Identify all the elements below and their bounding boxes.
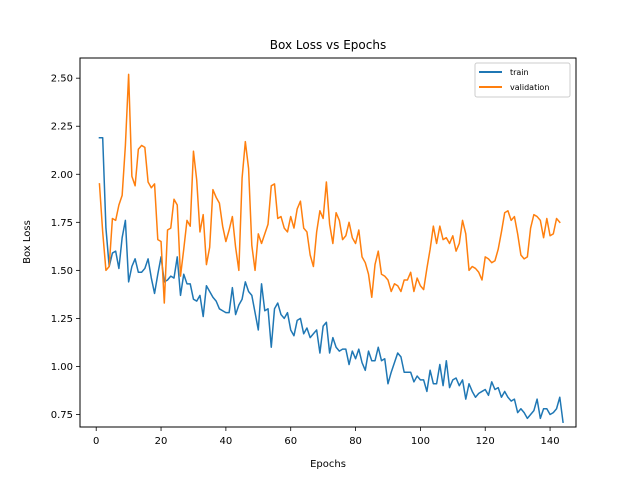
x-tick-label: 60 [284, 436, 297, 447]
series-line-validation [98, 73, 561, 304]
x-axis: 0 20 40 60 80 100 120 140 [93, 427, 560, 447]
y-tick-label: 2.25 [51, 122, 73, 133]
y-tick-label: 1.75 [51, 218, 73, 229]
y-tick-label: 2.00 [51, 170, 73, 181]
legend: train validation [474, 62, 571, 98]
axes-frame [79, 57, 577, 428]
y-tick-label: 2.50 [51, 74, 73, 85]
legend-label-validation: validation [510, 83, 549, 92]
y-axis: 0.75 1.00 1.25 1.50 1.75 2.00 2.25 2.50 [51, 74, 80, 421]
legend-label-train: train [510, 68, 529, 77]
x-tick-label: 140 [541, 436, 560, 447]
y-tick-label: 0.75 [51, 410, 73, 421]
x-tick-label: 120 [476, 436, 495, 447]
x-tick-label: 0 [93, 436, 99, 447]
x-tick-label: 80 [349, 436, 362, 447]
series-layer [98, 73, 564, 424]
chart-title: Box Loss vs Epochs [270, 38, 386, 52]
y-tick-label: 1.25 [51, 314, 73, 325]
plot-area [79, 57, 577, 428]
y-axis-label: Box Loss [22, 220, 33, 264]
series-line-train [98, 137, 564, 424]
x-axis-label: Epochs [310, 459, 346, 470]
x-tick-label: 40 [220, 436, 233, 447]
y-tick-label: 1.50 [51, 266, 73, 277]
x-tick-label: 20 [155, 436, 168, 447]
y-tick-label: 1.00 [51, 362, 73, 373]
x-tick-label: 100 [411, 436, 430, 447]
